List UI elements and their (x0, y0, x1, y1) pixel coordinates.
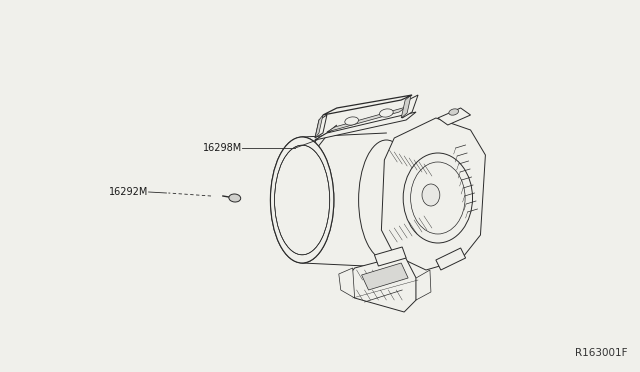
Polygon shape (381, 118, 485, 270)
Ellipse shape (422, 184, 440, 206)
Text: 16298M: 16298M (202, 143, 242, 153)
Polygon shape (339, 268, 355, 298)
Ellipse shape (380, 109, 393, 117)
Polygon shape (315, 115, 327, 138)
Polygon shape (315, 112, 416, 140)
Text: R163001F: R163001F (575, 348, 627, 358)
Ellipse shape (403, 153, 472, 243)
Polygon shape (436, 248, 465, 270)
Ellipse shape (271, 137, 334, 263)
Ellipse shape (449, 109, 458, 115)
Ellipse shape (358, 140, 414, 260)
Polygon shape (323, 95, 412, 115)
Polygon shape (315, 115, 323, 138)
Polygon shape (347, 255, 416, 312)
Polygon shape (362, 263, 408, 290)
Polygon shape (402, 95, 418, 118)
Polygon shape (438, 108, 470, 125)
Polygon shape (374, 247, 406, 266)
Polygon shape (416, 270, 431, 300)
Polygon shape (315, 125, 337, 148)
Ellipse shape (271, 137, 334, 263)
Polygon shape (401, 95, 411, 118)
Text: 16292M: 16292M (109, 187, 148, 197)
Ellipse shape (345, 117, 358, 125)
Polygon shape (327, 107, 406, 132)
Ellipse shape (229, 194, 241, 202)
